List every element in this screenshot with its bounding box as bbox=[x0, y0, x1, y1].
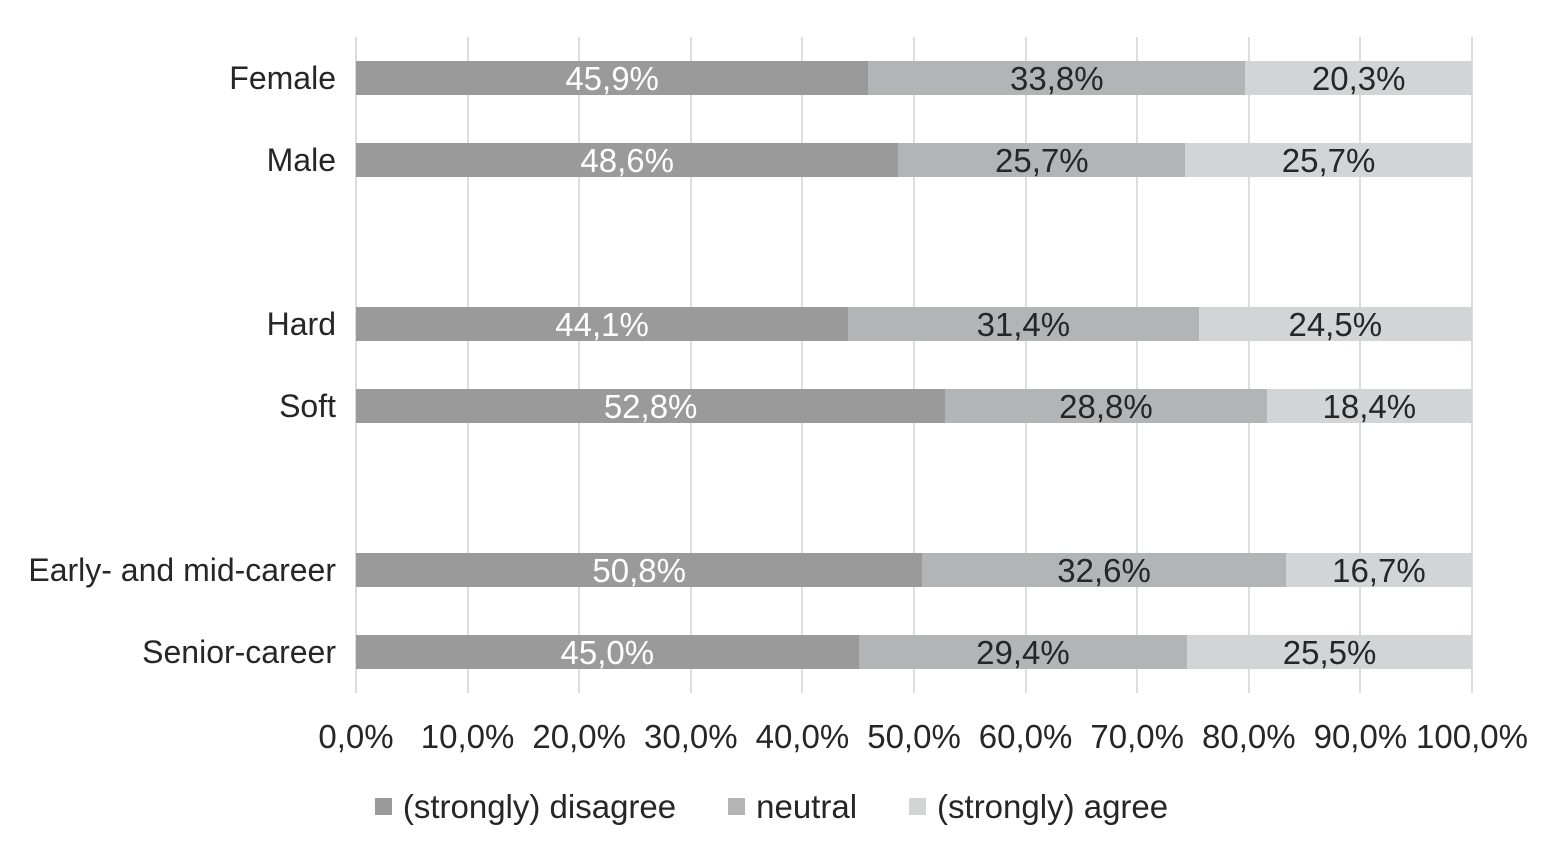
data-label: 24,5% bbox=[1288, 305, 1383, 343]
x-tick-label: 40,0% bbox=[755, 718, 850, 755]
data-label: 20,3% bbox=[1311, 59, 1406, 97]
category-label: Male bbox=[266, 142, 336, 178]
bar-row: 45,9% 33,8% 20,3% bbox=[356, 61, 1472, 95]
x-tick-label: 70,0% bbox=[1090, 718, 1184, 755]
data-label: 45,0% bbox=[560, 633, 655, 671]
gridline bbox=[1471, 37, 1473, 693]
bar-row: 50,8% 32,6% 16,7% bbox=[356, 553, 1472, 587]
bar-segment: 45,0% bbox=[356, 635, 859, 669]
legend-label: (strongly) agree bbox=[937, 788, 1169, 825]
category-label: Senior-career bbox=[142, 634, 336, 670]
data-label: 52,8% bbox=[603, 387, 698, 425]
data-label: 45,9% bbox=[565, 59, 659, 97]
legend: (strongly) disagree neutral (strongly) agr… bbox=[0, 790, 1543, 823]
data-label: 18,4% bbox=[1322, 387, 1417, 425]
data-label: 44,1% bbox=[555, 305, 649, 343]
bar-segment: 44,1% bbox=[356, 305, 849, 343]
category-label: Female bbox=[229, 60, 336, 96]
data-label: 29,4% bbox=[976, 633, 1070, 671]
x-tick-label: 0,0% bbox=[318, 718, 394, 755]
data-label: 50,8% bbox=[592, 551, 686, 589]
bar-segment: 18,4% bbox=[1266, 387, 1472, 425]
bar-segment: 20,3% bbox=[1245, 61, 1472, 95]
bar-segment: 16,7% bbox=[1285, 551, 1472, 589]
gridline bbox=[913, 37, 915, 693]
data-label: 25,7% bbox=[994, 141, 1089, 179]
legend-item: (strongly) agree bbox=[909, 790, 1168, 823]
bar-segment: 48,6% bbox=[356, 141, 899, 179]
legend-item: (strongly) disagree bbox=[374, 788, 677, 825]
data-label: 32,6% bbox=[1057, 551, 1151, 589]
gridline bbox=[801, 37, 804, 693]
gridline bbox=[578, 37, 581, 693]
legend-label: neutral bbox=[756, 788, 858, 825]
bar-segment: 25,7% bbox=[1185, 143, 1472, 177]
bar-segment: 24,5% bbox=[1198, 305, 1472, 343]
x-tick-label: 100,0% bbox=[1416, 718, 1528, 755]
bar-segment: 25,7% bbox=[898, 141, 1186, 179]
category-label: Soft bbox=[279, 388, 336, 424]
bar-segment: 50,8% bbox=[356, 551, 923, 589]
bar-row: 52,8% 28,8% 18,4% bbox=[356, 389, 1472, 423]
data-label: 31,4% bbox=[976, 305, 1071, 343]
data-label: 33,8% bbox=[1010, 59, 1104, 97]
plot-area: 45,9% 33,8% 20,3% 48,6% 25,7% 25,7% 44,1% 31,4%… bbox=[355, 37, 1473, 693]
data-label: 25,5% bbox=[1282, 633, 1377, 671]
legend-swatch-icon bbox=[374, 798, 392, 815]
data-label: 16,7% bbox=[1332, 551, 1426, 589]
gridline bbox=[466, 37, 469, 693]
legend-swatch-icon bbox=[728, 798, 746, 815]
bar-segment: 45,9% bbox=[356, 59, 869, 97]
gridline bbox=[1359, 37, 1362, 693]
data-label: 28,8% bbox=[1059, 387, 1153, 425]
legend-swatch-icon bbox=[909, 798, 927, 815]
bar-segment: 52,8% bbox=[356, 387, 946, 425]
category-label: Hard bbox=[266, 306, 336, 342]
bar-segment: 32,6% bbox=[922, 551, 1286, 589]
x-tick-label: 50,0% bbox=[867, 718, 961, 755]
bar-segment: 33,8% bbox=[868, 59, 1246, 97]
x-tick-label: 80,0% bbox=[1202, 718, 1296, 755]
legend-item: neutral bbox=[728, 790, 857, 823]
category-label: Early- and mid-career bbox=[28, 552, 336, 588]
gridline bbox=[1247, 37, 1250, 693]
legend-label: (strongly) disagree bbox=[402, 788, 677, 825]
data-label: 48,6% bbox=[580, 141, 674, 179]
x-tick-label: 30,0% bbox=[644, 718, 738, 755]
data-label: 25,7% bbox=[1281, 141, 1376, 179]
x-tick-label: 90,0% bbox=[1313, 718, 1408, 755]
bar-row: 48,6% 25,7% 25,7% bbox=[356, 143, 1472, 177]
gridline bbox=[689, 37, 692, 693]
x-tick-label: 10,0% bbox=[420, 718, 515, 755]
gridline bbox=[1136, 37, 1139, 693]
x-tick-label: 60,0% bbox=[978, 718, 1073, 755]
bar-row: 45,0% 29,4% 25,5% bbox=[356, 635, 1472, 669]
bar-row: 44,1% 31,4% 24,5% bbox=[356, 307, 1472, 341]
gridline bbox=[355, 37, 357, 693]
x-axis: 0,0% 10,0% 20,0% 30,0% 40,0% 50,0% 60,0% 70,0% 8… bbox=[318, 716, 1528, 758]
bar-segment: 28,8% bbox=[945, 387, 1267, 425]
gridline bbox=[1024, 37, 1027, 693]
bar-segment: 29,4% bbox=[858, 633, 1188, 671]
bar-segment: 31,4% bbox=[848, 305, 1199, 343]
bar-segment: 25,5% bbox=[1187, 635, 1472, 669]
x-tick-label: 20,0% bbox=[532, 718, 626, 755]
